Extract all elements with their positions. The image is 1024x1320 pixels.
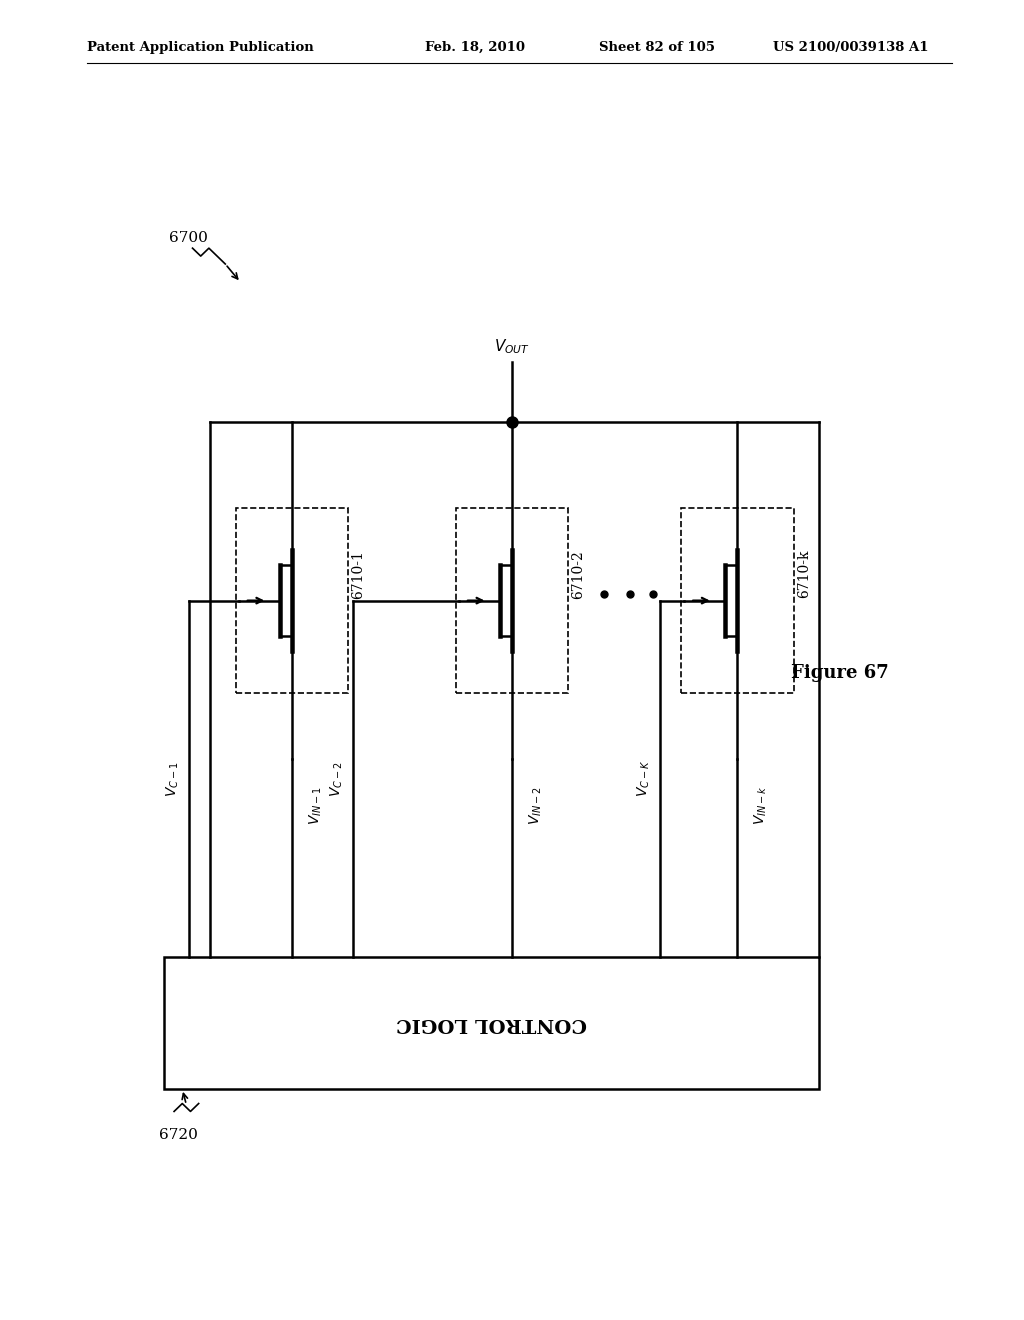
- Text: $V_{C-1}$: $V_{C-1}$: [165, 762, 181, 796]
- Bar: [681, 508, 794, 693]
- Bar: [164, 957, 819, 1089]
- Bar: [456, 508, 568, 693]
- Text: Sheet 82 of 105: Sheet 82 of 105: [599, 41, 715, 54]
- Text: 6710-1: 6710-1: [351, 549, 366, 599]
- Text: CONTROL LOGIC: CONTROL LOGIC: [396, 1014, 587, 1032]
- Text: 6720: 6720: [159, 1129, 198, 1142]
- Text: $V_{IN-1}$: $V_{IN-1}$: [307, 785, 324, 825]
- Text: $V_{C-2}$: $V_{C-2}$: [329, 762, 345, 796]
- Text: Feb. 18, 2010: Feb. 18, 2010: [425, 41, 525, 54]
- Text: $V_{IN-2}$: $V_{IN-2}$: [527, 785, 544, 825]
- Text: 6710-k: 6710-k: [797, 550, 811, 598]
- Text: Patent Application Publication: Patent Application Publication: [87, 41, 313, 54]
- Bar: [236, 508, 348, 693]
- Text: 6700: 6700: [169, 231, 208, 244]
- Text: $V_{C-K}$: $V_{C-K}$: [636, 760, 652, 797]
- Text: Figure 67: Figure 67: [791, 664, 889, 682]
- Text: $V_{OUT}$: $V_{OUT}$: [495, 338, 529, 356]
- Text: $V_{IN-k}$: $V_{IN-k}$: [753, 785, 769, 825]
- Text: US 2100/0039138 A1: US 2100/0039138 A1: [773, 41, 929, 54]
- Text: 6710-2: 6710-2: [571, 550, 586, 598]
